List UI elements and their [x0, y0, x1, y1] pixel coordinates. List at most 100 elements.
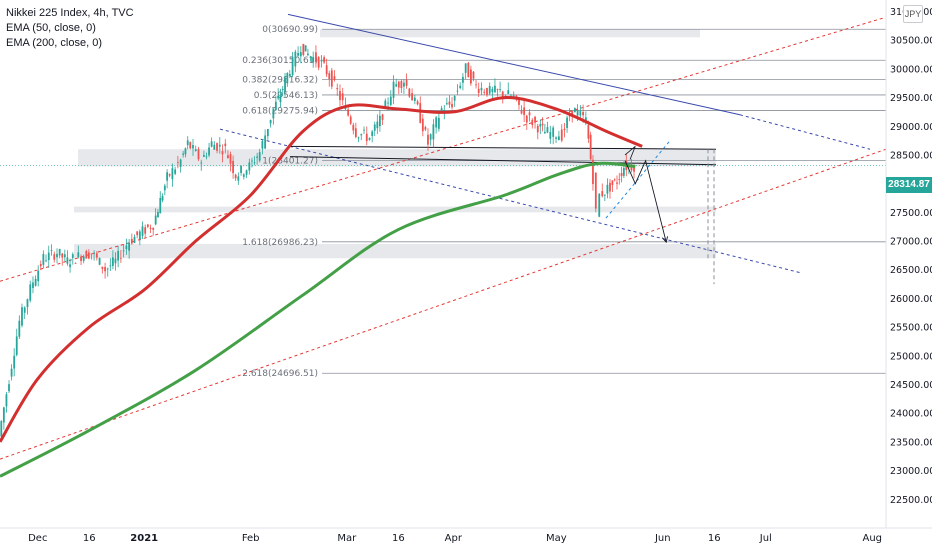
candle-body — [501, 91, 504, 97]
ema50-line — [0, 96, 643, 443]
candle-body — [448, 101, 451, 105]
candle-body — [85, 251, 88, 259]
candle-body — [312, 57, 315, 63]
y-tick-label: 22500.00 — [890, 495, 932, 506]
candle-body — [95, 253, 98, 258]
candle-body — [589, 134, 592, 160]
x-tick-label: Jun — [654, 533, 671, 544]
candle-body — [592, 159, 594, 185]
candle-body — [37, 270, 40, 282]
candle-body — [69, 264, 71, 268]
candle-body — [117, 250, 120, 261]
y-tick-label: 28500.00 — [890, 150, 932, 161]
ema50-legend[interactable]: EMA (50, close, 0) — [6, 22, 96, 34]
x-tick-label: 16 — [83, 533, 96, 544]
y-tick-label: 24500.00 — [890, 380, 932, 391]
candle-body — [253, 162, 256, 164]
candle-body — [281, 89, 284, 91]
candle-body — [587, 124, 590, 139]
candle-body — [598, 193, 601, 217]
candle-body — [258, 152, 261, 161]
candle-body — [58, 248, 61, 256]
y-tick-label: 30000.00 — [890, 64, 932, 75]
candle-body — [98, 258, 101, 265]
candle-body — [381, 114, 384, 120]
candle-body — [579, 111, 582, 116]
candle-body — [427, 134, 429, 145]
candle-body — [360, 134, 363, 136]
candle-body — [352, 124, 355, 131]
candle-body — [491, 88, 494, 93]
candle-body — [213, 144, 216, 150]
candle-body — [106, 268, 109, 270]
candle-body — [539, 124, 542, 127]
candle-body — [136, 231, 139, 236]
candle-body — [470, 69, 472, 84]
x-tick-label: 2021 — [130, 533, 158, 544]
candle-body — [573, 108, 576, 113]
candle-body — [477, 88, 480, 93]
fib-level-label: 0.618(29275.94) — [242, 106, 318, 116]
candle-body — [159, 197, 162, 214]
candle-body — [373, 124, 376, 131]
candle-body — [472, 71, 475, 79]
candle-body — [80, 256, 82, 262]
candle-body — [531, 119, 534, 126]
currency-badge[interactable]: JPY — [903, 5, 923, 23]
candle-body — [111, 257, 114, 266]
candle-body — [349, 116, 352, 124]
x-tick-label: May — [546, 533, 567, 544]
candle-body — [368, 137, 371, 140]
candle-body — [197, 148, 200, 160]
candle-body — [203, 154, 205, 157]
candle-body — [307, 53, 309, 56]
candle-body — [141, 226, 144, 236]
candle-body — [435, 117, 438, 128]
candle-body — [440, 108, 443, 112]
y-tick-label: 26000.00 — [890, 294, 932, 305]
candle-body — [507, 90, 510, 94]
candle-body — [601, 191, 604, 197]
candle-body — [462, 76, 464, 83]
candle-body — [411, 93, 413, 101]
candle-body — [464, 63, 467, 73]
projection-arrowhead — [661, 236, 668, 244]
candle-body — [523, 107, 526, 115]
candle-body — [347, 109, 350, 116]
candle-body — [157, 212, 159, 218]
candle-body — [122, 250, 125, 252]
candle-body — [486, 88, 488, 96]
x-tick-label: Aug — [862, 533, 882, 544]
fib-level-label: 0.382(29816.32) — [242, 75, 318, 85]
candle-body — [294, 51, 297, 67]
candle-body — [336, 88, 339, 90]
candle-body — [174, 169, 177, 174]
candle-body — [240, 166, 242, 173]
candle-body — [297, 52, 299, 56]
candle-body — [227, 155, 229, 159]
y-tick-label: 29000.00 — [890, 122, 932, 133]
candle-body — [613, 179, 616, 181]
candle-body — [245, 170, 248, 175]
candle-body — [56, 253, 58, 258]
candle-body — [525, 115, 528, 123]
candle-body — [109, 265, 112, 267]
candle-body — [416, 101, 419, 105]
projection-path — [624, 159, 667, 243]
candle-body — [269, 119, 272, 124]
support-resistance-zone — [320, 29, 700, 38]
candle-body — [606, 184, 609, 194]
candle-body — [182, 153, 185, 155]
candle-body — [144, 227, 147, 234]
ema200-legend[interactable]: EMA (200, close, 0) — [6, 37, 102, 49]
candle-body — [133, 236, 136, 243]
last-price-tag: 28314.87 — [886, 177, 932, 193]
candle-body — [192, 145, 194, 149]
candle-body — [261, 141, 264, 149]
candle-body — [266, 128, 269, 137]
candle-body — [93, 252, 95, 254]
fib-level-label: 0.236(30150.61) — [242, 56, 318, 66]
candle-body — [384, 100, 387, 108]
candle-body — [87, 252, 90, 259]
